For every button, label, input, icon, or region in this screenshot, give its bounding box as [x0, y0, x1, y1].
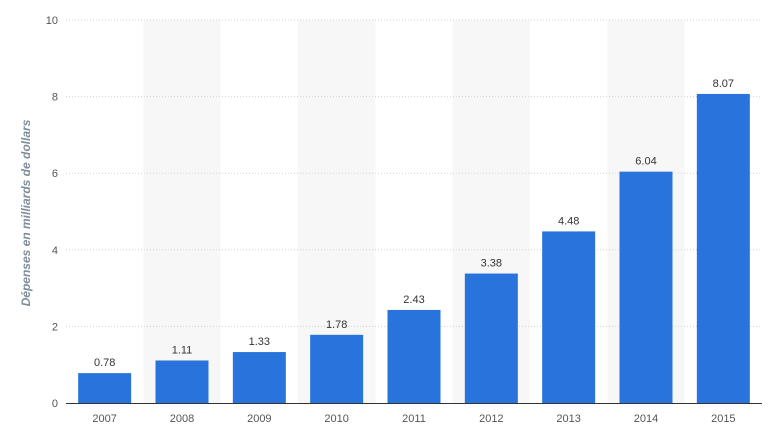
- data-label-2012: 3.38: [481, 258, 502, 270]
- data-label-2013: 4.48: [558, 215, 579, 227]
- x-tick-label-2012: 2012: [479, 413, 503, 425]
- bar-2012: [464, 273, 518, 403]
- bar-2007: [78, 373, 132, 403]
- x-tick-label-2008: 2008: [170, 413, 194, 425]
- x-tick-label-2015: 2015: [711, 413, 735, 425]
- data-label-2008: 1.11: [172, 344, 193, 356]
- y-tick-label-8: 8: [52, 92, 58, 104]
- x-tick-label-2009: 2009: [247, 413, 271, 425]
- bar-2010: [310, 334, 364, 403]
- y-tick-label-4: 4: [52, 245, 58, 257]
- bar-2009: [232, 352, 286, 403]
- data-label-2011: 2.43: [403, 294, 424, 306]
- background-band-2008: [143, 20, 221, 403]
- y-tick-label-2: 2: [52, 321, 58, 333]
- x-tick-label-2013: 2013: [556, 413, 580, 425]
- data-label-2015: 8.07: [713, 78, 734, 90]
- y-axis-title: Dépenses en milliards de dollars: [19, 119, 33, 306]
- x-axis-ticks: 2007 2008 2009 2010 2011 2012 2013 2014 2015: [92, 413, 735, 425]
- data-label-2010: 1.78: [326, 319, 347, 331]
- data-label-2009: 1.33: [249, 336, 270, 348]
- bar-2011: [387, 309, 441, 403]
- bar-2014: [619, 171, 673, 403]
- x-tick-label-2007: 2007: [92, 413, 116, 425]
- bar-2013: [542, 231, 596, 403]
- bars: [78, 93, 750, 403]
- y-tick-label-0: 0: [52, 398, 58, 410]
- y-axis-ticks: 0 2 4 6 8 10: [46, 15, 58, 410]
- x-tick-label-2014: 2014: [634, 413, 658, 425]
- x-tick-label-2011: 2011: [402, 413, 426, 425]
- data-label-2007: 0.78: [94, 357, 115, 369]
- bar-2015: [696, 93, 750, 403]
- y-tick-label-6: 6: [52, 168, 58, 180]
- data-label-2014: 6.04: [635, 156, 656, 168]
- y-tick-label-10: 10: [46, 15, 58, 27]
- data-labels: 0.78 1.11 1.33 1.78 2.43 3.38 4.48 6.04 8.07: [94, 78, 734, 369]
- x-tick-label-2010: 2010: [324, 413, 348, 425]
- bar-2008: [155, 360, 209, 403]
